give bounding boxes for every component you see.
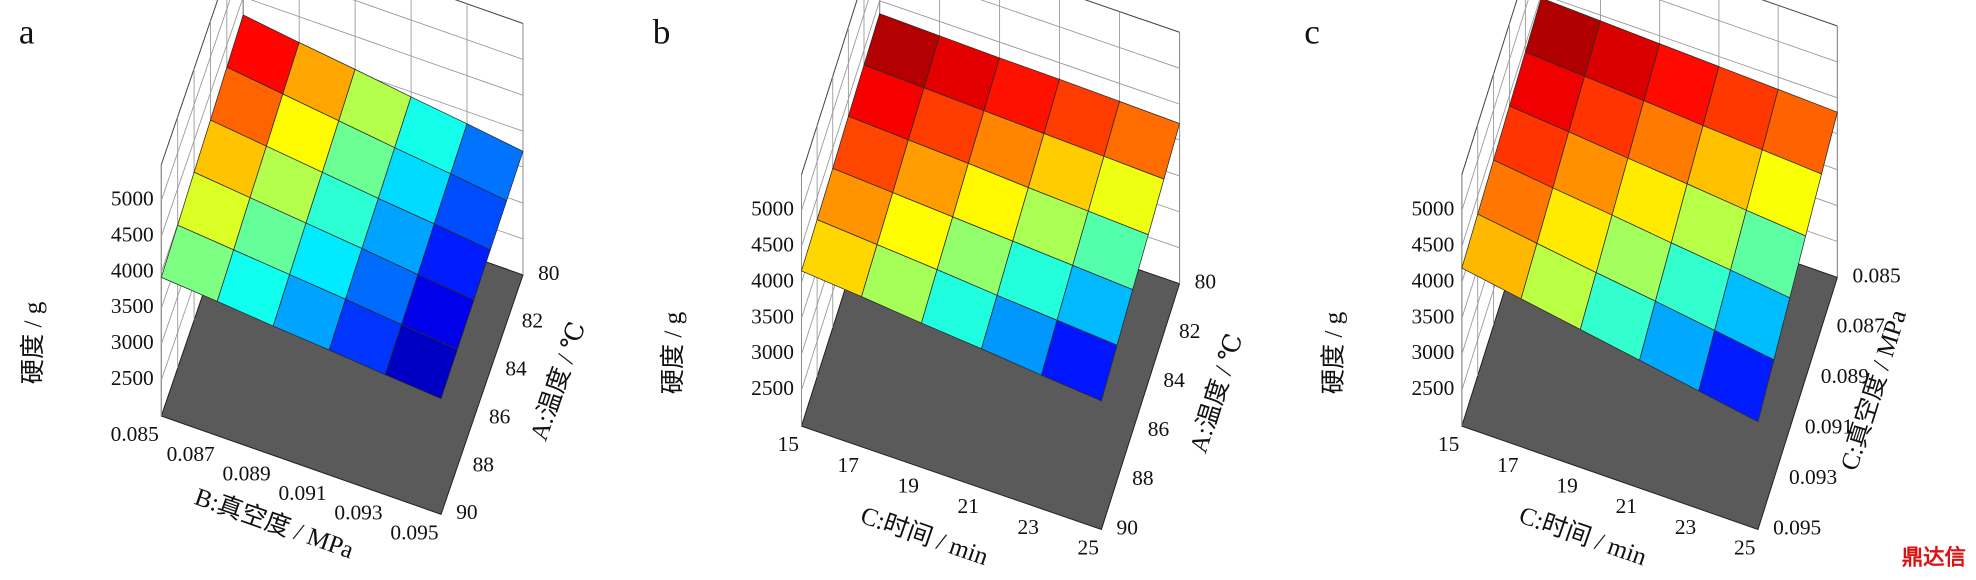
z-tick-label: 5000	[1411, 197, 1454, 221]
z-axis-label: 硬度 / g	[659, 311, 687, 394]
y-tick-label: 88	[1132, 466, 1153, 490]
y-tick-label: 0.089	[1821, 364, 1869, 388]
z-axis-label: 硬度 / g	[1320, 311, 1348, 394]
watermark: 鼎达信	[1902, 544, 1966, 570]
z-tick-label: 4500	[111, 222, 154, 246]
z-grid-line	[801, 0, 1180, 211]
box-edge	[1084, 0, 1180, 33]
z-tick-label: 4500	[1411, 232, 1454, 256]
panel-label: c	[1304, 13, 1320, 52]
x-tick-label: 21	[958, 494, 979, 518]
z-tick-label: 4000	[111, 258, 154, 282]
x-tick-label: 23	[1675, 515, 1696, 539]
y-tick-label: 84	[1163, 368, 1185, 392]
y-tick-label: 80	[538, 261, 559, 285]
x-tick-label: 17	[1497, 453, 1519, 477]
x-tick-label: 15	[778, 432, 799, 456]
z-tick-label: 2500	[751, 376, 794, 400]
z-tick-label: 2500	[111, 366, 154, 390]
z-tick-label: 3000	[1411, 340, 1454, 364]
x-tick-label: 0.087	[167, 442, 215, 466]
y-tick-label: 86	[489, 404, 511, 428]
x-tick-label: 15	[1438, 432, 1459, 456]
panel-label: a	[19, 13, 35, 52]
z-tick-label: 4000	[751, 268, 794, 292]
surface-patch	[384, 324, 458, 400]
y-axis-label: A:温度 / ℃	[1184, 330, 1248, 456]
surface-patch	[1040, 319, 1118, 402]
y-tick-label: 84	[505, 357, 527, 381]
z-grid-line	[1461, 0, 1838, 247]
z-tick-label: 5000	[751, 197, 794, 221]
x-tick-label: 25	[1077, 536, 1098, 560]
x-tick-label: 19	[898, 474, 919, 498]
z-tick-label: 4500	[751, 232, 794, 256]
y-axis-label: A:温度 / ℃	[525, 318, 591, 444]
y-tick-label: 0.091	[1805, 415, 1853, 439]
surface-patch	[1698, 329, 1775, 423]
x-tick-label: 19	[1556, 474, 1577, 498]
z-tick-label: 3500	[1411, 304, 1454, 328]
z-tick-label: 3500	[751, 304, 794, 328]
z-grid-line	[1461, 0, 1838, 211]
x-tick-label: 0.091	[278, 481, 326, 505]
panel-label: b	[653, 13, 671, 52]
y-tick-label: 0.095	[1773, 515, 1821, 539]
y-tick-label: 82	[522, 309, 543, 333]
z-tick-label: 3000	[111, 330, 154, 354]
y-tick-label: 0.093	[1789, 465, 1837, 489]
z-tick-label: 2500	[1411, 376, 1454, 400]
y-tick-label: 0.087	[1837, 314, 1885, 338]
z-tick-label: 4000	[1411, 268, 1454, 292]
z-tick-label: 3500	[111, 294, 154, 318]
y-tick-label: 90	[1117, 515, 1138, 539]
z-grid-line	[160, 0, 524, 237]
z-tick-label: 5000	[111, 186, 154, 210]
x-tick-label: 17	[838, 453, 860, 477]
z-tick-label: 3000	[751, 340, 794, 364]
y-tick-label: 0.085	[1853, 263, 1901, 287]
z-axis-label: 硬度 / g	[19, 301, 47, 384]
y-tick-label: 88	[473, 452, 494, 476]
x-tick-label: 0.093	[334, 501, 382, 525]
y-tick-label: 90	[456, 500, 477, 524]
y-tick-label: 82	[1179, 319, 1200, 343]
x-tick-label: 0.095	[390, 520, 438, 544]
x-tick-label: 0.085	[111, 422, 159, 446]
x-tick-label: 23	[1018, 515, 1039, 539]
box-edge	[160, 0, 219, 165]
x-axis-label: B:真空度 / MPa	[191, 483, 357, 565]
box-edge	[801, 0, 858, 175]
x-tick-label: 25	[1734, 536, 1755, 560]
x-tick-label: 0.089	[223, 461, 271, 485]
x-tick-label: 21	[1616, 494, 1637, 518]
y-tick-label: 86	[1148, 417, 1170, 441]
box-edge	[1761, 0, 1838, 27]
y-tick-label: 80	[1195, 270, 1216, 294]
box-edge	[454, 0, 524, 24]
box-edge	[1461, 0, 1518, 175]
z-grid-line	[160, 0, 524, 201]
